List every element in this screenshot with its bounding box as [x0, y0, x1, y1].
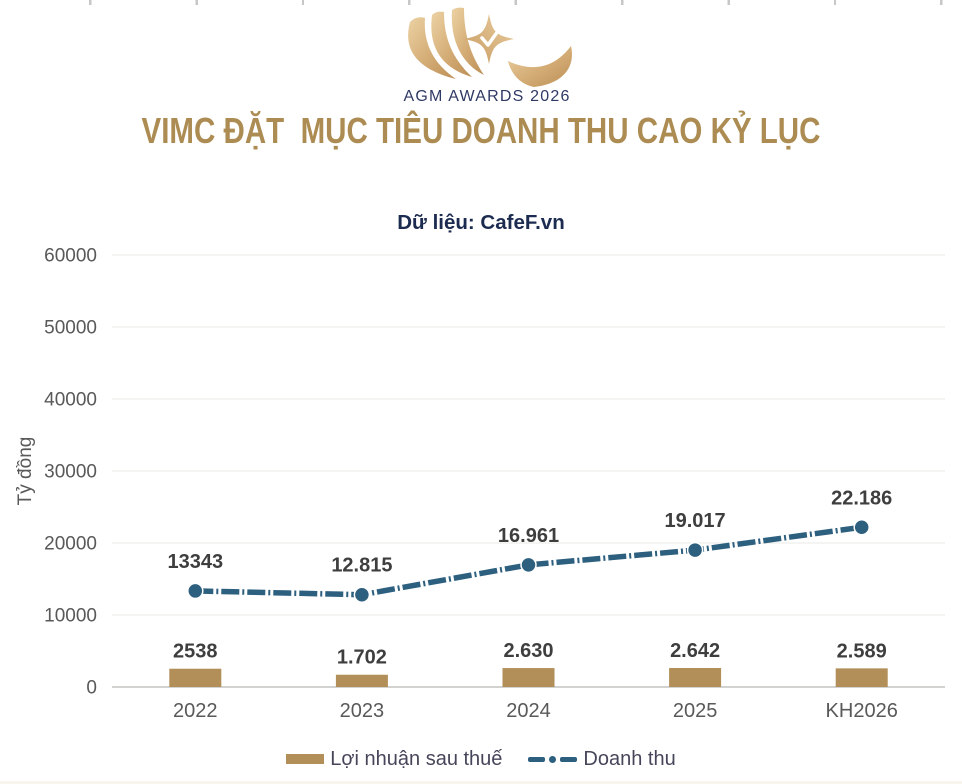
bar: [169, 668, 222, 687]
bar: [835, 668, 888, 687]
bar-value-label: 2.642: [670, 640, 720, 662]
data-source-subtitle: Dữ liệu: CafeF.vn: [397, 211, 565, 234]
line-marker: [187, 582, 204, 600]
page-title: VIMC ĐẶT MỤC TIÊU DOANH THU CAO KỶ LỤC: [0, 110, 962, 151]
y-tick-label: 40000: [44, 390, 97, 411]
agm-awards-logo-icon: [408, 7, 572, 87]
bar-value-label: 1.702: [337, 647, 387, 669]
y-tick-label: 60000: [44, 246, 97, 267]
legend-item-revenue: Doanh thu: [528, 747, 676, 771]
line-value-label: 22.186: [831, 487, 892, 509]
legend-label-revenue: Doanh thu: [583, 747, 676, 770]
y-tick-label: 0: [86, 678, 97, 699]
y-tick-label: 30000: [44, 462, 97, 483]
page-title-text: VIMC ĐẶT MỤC TIÊU DOANH THU CAO KỶ LỤC: [141, 110, 821, 151]
legend-item-profit: Lợi nhuận sau thuế: [286, 748, 502, 771]
x-tick-label: 2023: [340, 700, 385, 722]
agm-awards-logo: AGM AWARDS 2026: [392, 6, 582, 110]
line-marker: [686, 541, 704, 559]
y-tick-label: 50000: [44, 318, 97, 339]
chart-legend: Lợi nhuận sau thuế Doanh thu: [0, 744, 962, 774]
bar-value-label: 2.630: [503, 640, 553, 662]
bottom-edge-line: [0, 781, 962, 784]
revenue-line-swatch-icon: [528, 755, 578, 763]
bar: [502, 668, 555, 687]
x-tick-label: 2024: [506, 700, 551, 722]
x-tick-label: 2022: [173, 700, 218, 722]
y-axis-title: Tỷ đồng: [15, 437, 36, 506]
profit-bar-swatch-icon: [286, 754, 325, 764]
legend-label-profit: Lợi nhuận sau thuế: [330, 747, 503, 770]
bar-value-label: 2.589: [837, 640, 887, 662]
line-value-label: 12.815: [331, 555, 392, 577]
line-marker: [520, 556, 537, 574]
logo-star-icon: [464, 14, 514, 64]
x-tick-label: 2025: [673, 700, 718, 722]
logo-text: AGM AWARDS 2026: [403, 88, 571, 105]
line-value-label: 19.017: [665, 510, 726, 532]
line-marker: [353, 586, 371, 603]
revenue-line: [195, 524, 863, 598]
line-value-label: 13343: [167, 551, 223, 573]
y-tick-label: 20000: [44, 534, 97, 555]
line-value-label: 16.961: [498, 525, 559, 547]
logo-ribbon-icon: [508, 46, 572, 87]
top-edge-tick-ruler: [0, 0, 962, 5]
logo-swoosh-icon: [408, 7, 484, 79]
bar-value-label: 2538: [173, 641, 218, 663]
line-marker: [853, 519, 870, 536]
bar: [669, 667, 722, 687]
x-tick-label: KH2026: [826, 700, 898, 722]
bar: [335, 674, 388, 687]
y-tick-label: 10000: [44, 606, 97, 627]
